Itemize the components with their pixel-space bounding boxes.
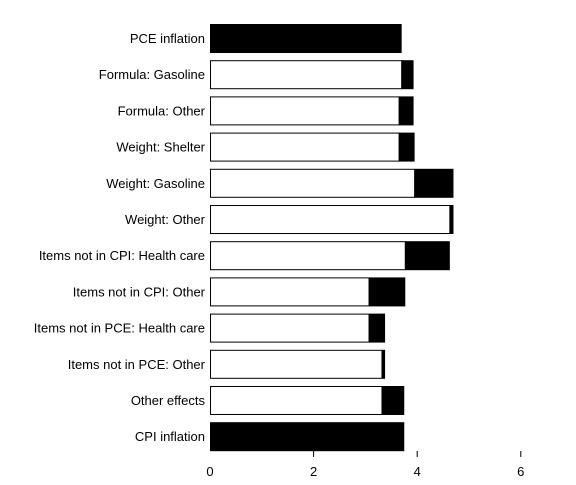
category-label-items-not-in-pce-other: Items not in PCE: Other	[68, 357, 206, 372]
base-bar-items-not-in-pce-other	[210, 349, 383, 379]
category-label-weight-other: Weight: Other	[125, 212, 206, 227]
change-bar-weight-shelter	[399, 132, 415, 162]
category-label-cpi-inflation: CPI inflation	[135, 429, 205, 444]
change-bar-items-not-in-pce-other	[381, 349, 386, 379]
change-bar-items-not-in-pce-health-care	[369, 313, 386, 343]
base-bar-weight-gasoline	[210, 168, 416, 198]
total-bar-cpi-inflation	[210, 422, 405, 452]
base-bar-formula-gasoline	[210, 60, 403, 90]
category-label-weight-shelter: Weight: Shelter	[116, 140, 205, 155]
category-label-weight-gasoline: Weight: Gasoline	[106, 176, 205, 191]
total-bar-pce-inflation	[210, 24, 402, 53]
base-bar-weight-other	[210, 205, 451, 234]
base-bar-items-not-in-cpi-other	[210, 277, 370, 307]
base-bar-other-effects	[210, 386, 383, 415]
change-bar-formula-gasoline	[401, 60, 414, 90]
category-label-pce-inflation: PCE inflation	[130, 31, 205, 46]
x-tick-label-2: 2	[310, 464, 317, 479]
change-bar-formula-other	[399, 96, 414, 126]
category-labels: PCE inflation Formula: Gasoline Formula: O…	[34, 31, 206, 444]
x-tick-label-4: 4	[414, 464, 421, 479]
base-bar-weight-shelter	[210, 132, 400, 162]
category-label-items-not-in-pce-health-care: Items not in PCE: Health care	[34, 321, 205, 336]
change-bar-items-not-in-cpi-other	[369, 277, 406, 307]
base-bar-items-not-in-cpi-health-care	[210, 241, 406, 271]
category-label-items-not-in-cpi-health-care: Items not in CPI: Health care	[39, 248, 205, 263]
change-bar-items-not-in-cpi-health-care	[405, 241, 450, 271]
category-label-other-effects: Other effects	[131, 393, 206, 408]
x-tick-label-0: 0	[206, 464, 213, 479]
base-bar-formula-other	[210, 96, 400, 126]
category-label-formula-other: Formula: Other	[118, 103, 206, 118]
change-bar-weight-other	[449, 205, 454, 234]
x-tick-label-6: 6	[517, 464, 524, 479]
change-bar-other-effects	[381, 386, 405, 415]
change-bar-weight-gasoline	[414, 168, 454, 198]
x-axis: 0 2 4 6	[206, 451, 524, 479]
base-bar-items-not-in-pce-health-care	[210, 313, 370, 343]
category-label-items-not-in-cpi-other: Items not in CPI: Other	[73, 284, 206, 299]
bars-layer	[210, 24, 454, 452]
category-label-formula-gasoline: Formula: Gasoline	[99, 67, 205, 82]
